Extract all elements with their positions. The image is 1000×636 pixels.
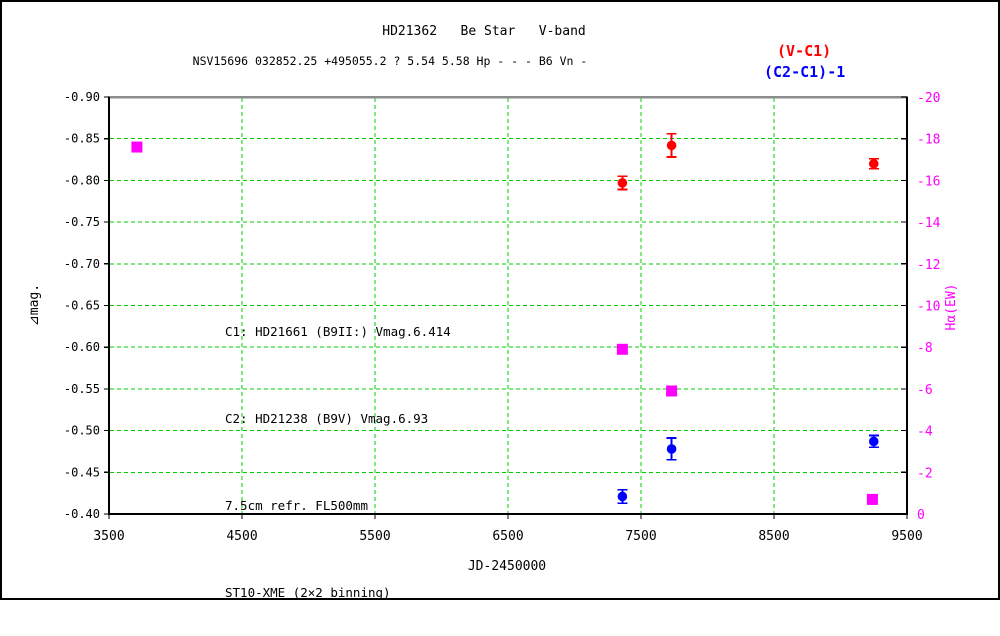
data-point-circle bbox=[617, 178, 628, 188]
y-axis-left-tick-label: -0.60 bbox=[64, 340, 100, 354]
annotation-block: C1: HD21661 (B9II:) Vmag.6.414 C2: HD212… bbox=[225, 259, 451, 636]
data-point-circle bbox=[868, 158, 879, 169]
legend-entry-v-c1: (V-C1) bbox=[777, 42, 832, 60]
y-axis-right-tick-label: -8 bbox=[917, 341, 933, 356]
data-point-circle bbox=[868, 436, 879, 447]
y-axis-right-tick-label: -2 bbox=[917, 466, 933, 481]
y-axis-right-tick-label: -6 bbox=[917, 383, 933, 398]
x-axis-tick-label: 7500 bbox=[625, 529, 656, 544]
y-axis-left-tick-label: -0.85 bbox=[64, 132, 100, 146]
x-axis-tick-label: 4500 bbox=[226, 529, 257, 544]
data-point-square bbox=[866, 493, 878, 505]
x-axis-title: JD-2450000 bbox=[468, 559, 546, 574]
chart-subtitle: NSV15696 032852.25 +495055.2 ? 5.54 5.58… bbox=[192, 54, 588, 68]
annotation-camera: ST10-XME (2×2 binning) bbox=[225, 585, 391, 600]
annotation-telescope: 7.5cm refr. FL500mm bbox=[225, 498, 368, 513]
data-point-square bbox=[131, 141, 143, 153]
data-point-square bbox=[616, 343, 628, 355]
y-axis-left-tick-label: -0.90 bbox=[64, 90, 100, 104]
y-axis-right-tick-label: -12 bbox=[917, 258, 940, 273]
data-point-square bbox=[666, 385, 678, 397]
y-axis-left-tick-label: -0.40 bbox=[64, 507, 100, 521]
x-axis-tick-label: 5500 bbox=[359, 529, 390, 544]
y-axis-left-tick-label: -0.65 bbox=[64, 299, 100, 313]
y-axis-right-tick-label: -14 bbox=[917, 216, 941, 231]
x-axis-tick-label: 8500 bbox=[758, 529, 789, 544]
y-axis-right-tick-label: -20 bbox=[917, 91, 940, 106]
annotation-comparison-c2: C2: HD21238 (B9V) Vmag.6.93 bbox=[225, 411, 429, 426]
y-axis-left-tick-label: -0.50 bbox=[64, 424, 100, 438]
x-axis-tick-label: 3500 bbox=[93, 529, 124, 544]
data-point-circle bbox=[666, 444, 677, 454]
y-axis-title-left: ⊿mag. bbox=[27, 284, 42, 326]
x-axis-tick-label: 9500 bbox=[891, 529, 922, 544]
figure-canvas: { "header": { "title": "HD21362 Be Star … bbox=[0, 0, 1000, 600]
data-point-circle bbox=[666, 140, 677, 151]
y-axis-left-tick-label: -0.55 bbox=[64, 382, 100, 396]
x-axis-tick-label: 6500 bbox=[492, 529, 523, 544]
y-axis-right-tick-label: -18 bbox=[917, 133, 940, 148]
annotation-comparison-c1: C1: HD21661 (B9II:) Vmag.6.414 bbox=[225, 324, 451, 339]
legend-entry-c2-c1-1: (C2-C1)-1 bbox=[764, 63, 846, 81]
y-axis-left-tick-label: -0.70 bbox=[64, 257, 100, 271]
y-axis-left-tick-label: -0.45 bbox=[64, 465, 100, 479]
y-axis-right-tick-label: -4 bbox=[917, 425, 933, 440]
y-axis-left-tick-label: -0.75 bbox=[64, 215, 100, 229]
y-axis-left-tick-label: -0.80 bbox=[64, 173, 100, 187]
data-point-circle bbox=[617, 491, 628, 502]
chart-svg: -0.90 -0.85 -0.80 -0.75 -0.70 -0.65 -0.60 -0.55… bbox=[27, 90, 959, 574]
y-axis-right-tick-label: -16 bbox=[917, 174, 940, 189]
y-axis-right-tick-label: 0 bbox=[917, 508, 925, 523]
y-axis-title-right: Hα(EW) bbox=[944, 284, 959, 331]
chart-title: HD21362 Be Star V-band bbox=[382, 24, 586, 39]
y-axis-right-tick-label: -10 bbox=[917, 300, 940, 315]
